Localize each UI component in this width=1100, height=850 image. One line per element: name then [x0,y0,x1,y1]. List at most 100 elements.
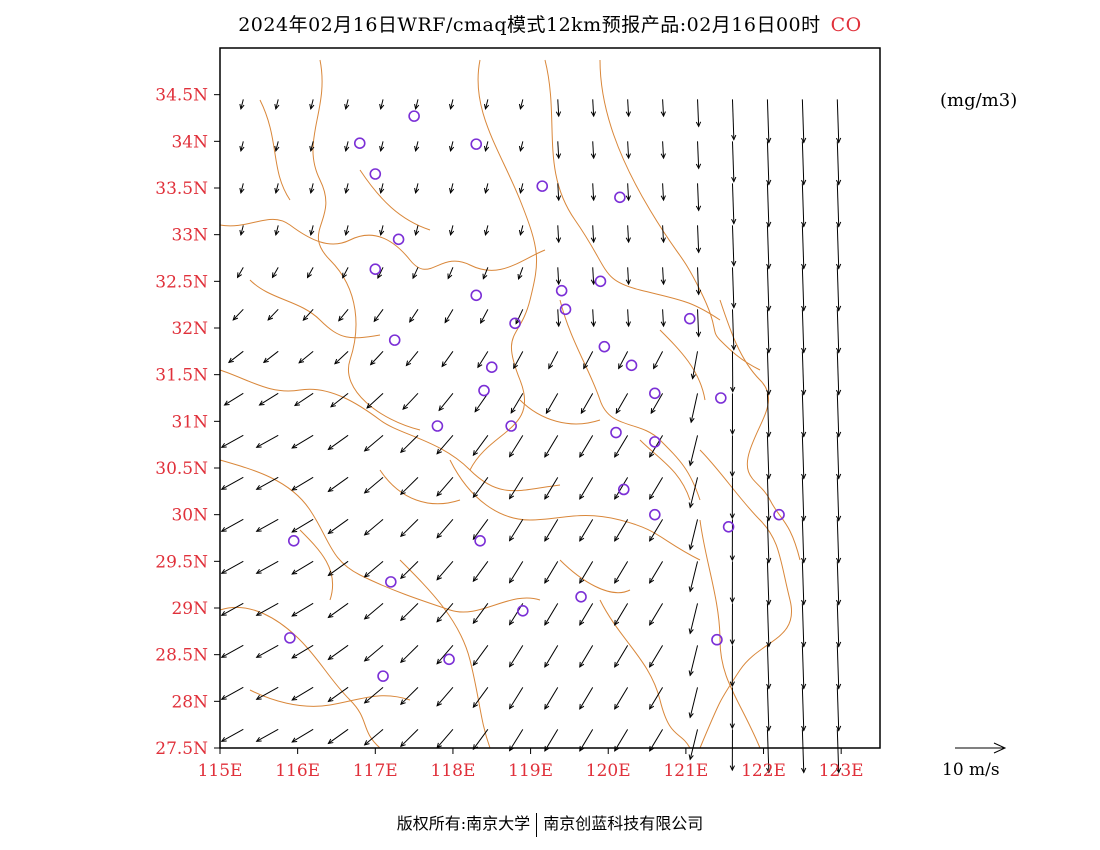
wind-arrow-head [508,703,515,710]
wind-arrow [256,518,279,532]
wind-arrow-head [835,515,842,522]
wind-arrow [836,687,840,731]
wind-arrow-head [801,599,807,606]
wind-arrow-head [414,187,420,195]
border-line [559,299,701,501]
wind-arrow-head [766,473,772,480]
wind-arrow-head [438,405,444,412]
wind-arrow [801,729,805,773]
wind-arrow-head [801,263,807,270]
wind-arrow-head [510,407,516,414]
wind-arrow [697,267,700,295]
wind-arrow [450,225,454,236]
wind-arrow-head [801,767,807,774]
wind-arrow-head [688,502,694,509]
border-line [219,606,381,749]
wind-arrow-head [731,176,737,183]
wind-arrow [544,477,559,500]
wind-arrow [275,183,279,194]
wind-arrow-head [373,316,379,323]
wind-arrow [338,309,349,322]
wind-arrow-head [695,121,702,128]
wind-arrow-head [274,229,280,237]
wind-arrow-head [302,315,309,321]
wind-arrow-head [291,443,298,449]
wind-arrow-head [801,473,807,480]
wind-arrow [400,644,419,663]
station-marker [517,604,529,617]
wind-arrow [256,686,279,700]
wind-arrow [801,225,805,269]
wind-arrow-head [835,431,842,438]
wind-arrow-head [327,654,334,661]
wind-arrow-head [618,363,623,370]
wind-arrow [579,645,594,668]
wind-arrow-head [449,145,455,153]
border-line [639,329,706,501]
wind-arrow [689,603,699,634]
wind-arrow-head [801,389,807,396]
wind-arrow-head [309,229,315,237]
wind-arrow-head [309,145,315,153]
wind-arrow-head [801,515,807,522]
wind-arrow-head [688,460,694,467]
wind-arrow-head [653,363,658,370]
border-line [699,519,761,749]
wind-arrow [544,687,559,710]
wind-arrow [614,435,629,458]
wind-arrow [766,645,770,689]
wind-arrow [377,267,384,279]
wind-arrow [557,183,560,201]
station-marker [392,233,405,246]
wind-arrow-head [444,317,450,324]
wind-arrow [328,686,349,702]
wind-arrow [766,351,770,395]
wind-arrow-head [729,639,735,646]
wind-arrow-head [255,610,262,616]
wind-arrow [415,225,419,236]
wind-arrow [545,393,559,414]
wind-arrow [836,519,840,563]
wind-arrow [373,309,384,322]
wind-arrow-head [344,229,350,237]
wind-arrow-head [583,363,589,370]
wind-arrow-head [291,569,298,575]
wind-arrow-head [695,289,702,296]
wind-arrow [592,99,595,117]
wind-arrow-head [274,145,280,153]
wind-arrow [364,476,384,494]
wind-arrow-head [766,389,772,396]
station-marker [575,590,587,603]
wind-arrow [472,435,489,456]
wind-arrow [328,728,349,744]
wind-arrow-head [508,493,515,500]
wind-arrow-head [649,619,655,626]
wind-arrow-head [766,515,772,522]
wind-arrow-head [377,272,383,280]
wind-arrow-head [695,205,702,212]
wind-arrow-head [400,615,406,622]
wind-arrow [342,267,349,278]
wind-arrow-head [327,486,334,493]
wind-arrow-head [590,111,597,118]
wind-arrow-head [220,568,227,574]
wind-arrow [221,686,244,700]
wind-arrow [291,560,314,575]
lat-tick-label: 29.5N [155,552,208,572]
wind-arrow [450,183,454,194]
wind-arrow-head [436,448,442,455]
wind-arrow-head [766,221,772,228]
station-marker [649,508,661,521]
lon-tick-label: 120E [586,761,631,781]
wind-arrow-head [590,237,597,244]
border-line [719,299,801,561]
lat-tick-label: 33N [171,226,208,246]
wind-arrow [328,434,349,450]
wind-arrow [836,645,840,689]
wind-arrow-head [835,305,842,312]
wind-arrow-head [508,535,515,542]
wind-arrow-head [625,279,631,286]
wind-arrow-head [649,493,655,500]
station-marker [625,359,638,372]
wind-arrow [509,519,524,541]
